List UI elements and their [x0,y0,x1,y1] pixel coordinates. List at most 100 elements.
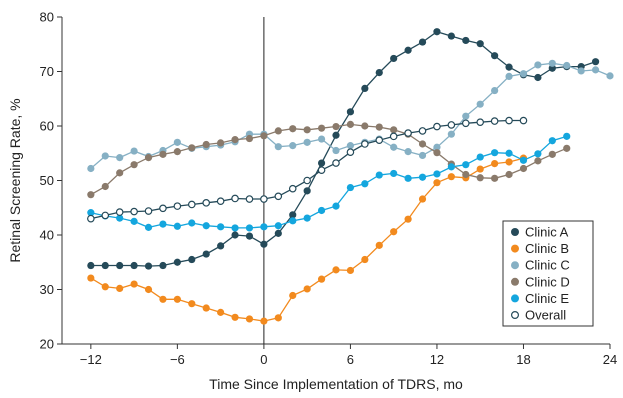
y-tick-label: 40 [40,228,54,243]
data-point-clinic-d [101,182,109,191]
data-point-clinic-c [577,67,585,75]
data-point-overall [187,200,196,209]
data-point-overall [260,195,268,203]
data-point-clinic-c [303,138,311,146]
data-point-overall [505,116,513,125]
data-point-clinic-e [130,217,138,225]
data-point-overall [317,166,326,174]
data-point-clinic-e [462,161,470,169]
data-point-clinic-a [144,262,153,270]
data-point-clinic-a [404,46,412,54]
data-point-clinic-e [231,224,239,232]
data-point-clinic-c [173,138,181,146]
data-point-clinic-a [534,73,542,82]
data-point-clinic-d [217,139,225,147]
data-point-clinic-b [505,158,513,166]
data-point-clinic-d [202,140,210,149]
data-point-clinic-d [361,122,369,130]
data-point-clinic-a [390,54,398,63]
series-layer [87,28,614,325]
data-point-clinic-b [101,283,109,291]
data-point-clinic-d [563,144,571,152]
data-point-clinic-c [447,130,455,138]
data-point-overall [476,118,485,126]
data-point-clinic-e [390,169,398,178]
data-point-overall [87,214,95,223]
x-axis-title: Time Since Implementation of TDRS, mo [209,376,463,392]
data-point-clinic-e [260,223,268,231]
y-tick-label: 60 [40,119,54,134]
y-axis: 20 30 40 50 60 70 80 [40,10,63,352]
data-point-clinic-a [202,250,210,258]
data-point-clinic-a [317,159,326,167]
data-point-clinic-b [375,241,383,249]
data-point-clinic-e [317,206,326,215]
data-point-clinic-a [505,63,513,71]
data-point-clinic-a [260,240,268,248]
data-point-clinic-e [404,174,412,182]
data-point-clinic-e [519,156,528,164]
legend-label: Clinic C [525,258,570,273]
legend-marker [511,311,520,320]
data-point-clinic-c [505,72,513,81]
data-point-clinic-d [159,150,167,158]
data-point-clinic-c [87,164,95,173]
legend-label: Clinic B [525,241,569,256]
data-point-clinic-b [491,160,499,168]
data-point-clinic-b [231,313,239,321]
data-point-clinic-e [433,170,441,178]
data-point-clinic-b [260,317,268,325]
data-point-overall [159,204,167,213]
data-point-overall [404,129,412,137]
data-point-clinic-e [188,219,196,227]
data-point-clinic-c [101,152,109,160]
x-tick-label: 0 [260,352,267,367]
data-point-clinic-b [404,215,412,223]
data-point-overall [461,119,470,128]
data-point-clinic-e [476,153,484,161]
data-point-clinic-a [217,242,225,250]
data-point-overall [231,194,239,203]
data-point-clinic-c [274,143,282,151]
data-point-clinic-e [332,202,340,210]
data-point-clinic-a [173,258,181,266]
data-point-clinic-c [289,142,297,150]
data-point-clinic-e [202,222,210,230]
data-point-clinic-a [361,84,369,92]
data-point-overall [418,127,427,135]
data-point-clinic-c [346,142,355,150]
data-point-clinic-b [476,165,484,173]
data-point-clinic-a [462,36,470,45]
data-point-clinic-d [476,174,484,182]
data-point-clinic-c [591,66,600,74]
data-point-overall [115,208,124,216]
data-point-clinic-d [274,127,282,135]
data-point-clinic-d [303,126,311,134]
y-tick-label: 70 [40,64,54,79]
data-point-clinic-b [130,280,138,288]
x-tick-label: 6 [347,352,354,367]
data-point-overall [389,132,398,141]
data-point-clinic-d [317,124,326,132]
data-point-clinic-e [245,224,254,232]
legend-label: Overall [525,308,566,323]
data-point-clinic-b [217,308,225,316]
data-point-clinic-e [375,171,383,179]
data-point-clinic-b [332,266,340,274]
data-point-clinic-a [130,261,138,270]
data-point-clinic-c [548,59,556,67]
data-point-clinic-d [462,170,470,179]
y-axis-title: Retinal Screening Rate, % [7,98,23,262]
data-point-clinic-b [289,291,297,300]
data-point-clinic-e [173,222,181,230]
data-point-clinic-b [87,274,95,282]
data-point-clinic-d [548,150,556,158]
data-point-clinic-b [447,173,455,181]
data-point-clinic-b [116,284,124,293]
data-point-clinic-d [130,161,138,169]
data-point-clinic-c [519,70,528,78]
data-point-clinic-e [361,180,369,188]
data-point-clinic-b [274,314,282,322]
